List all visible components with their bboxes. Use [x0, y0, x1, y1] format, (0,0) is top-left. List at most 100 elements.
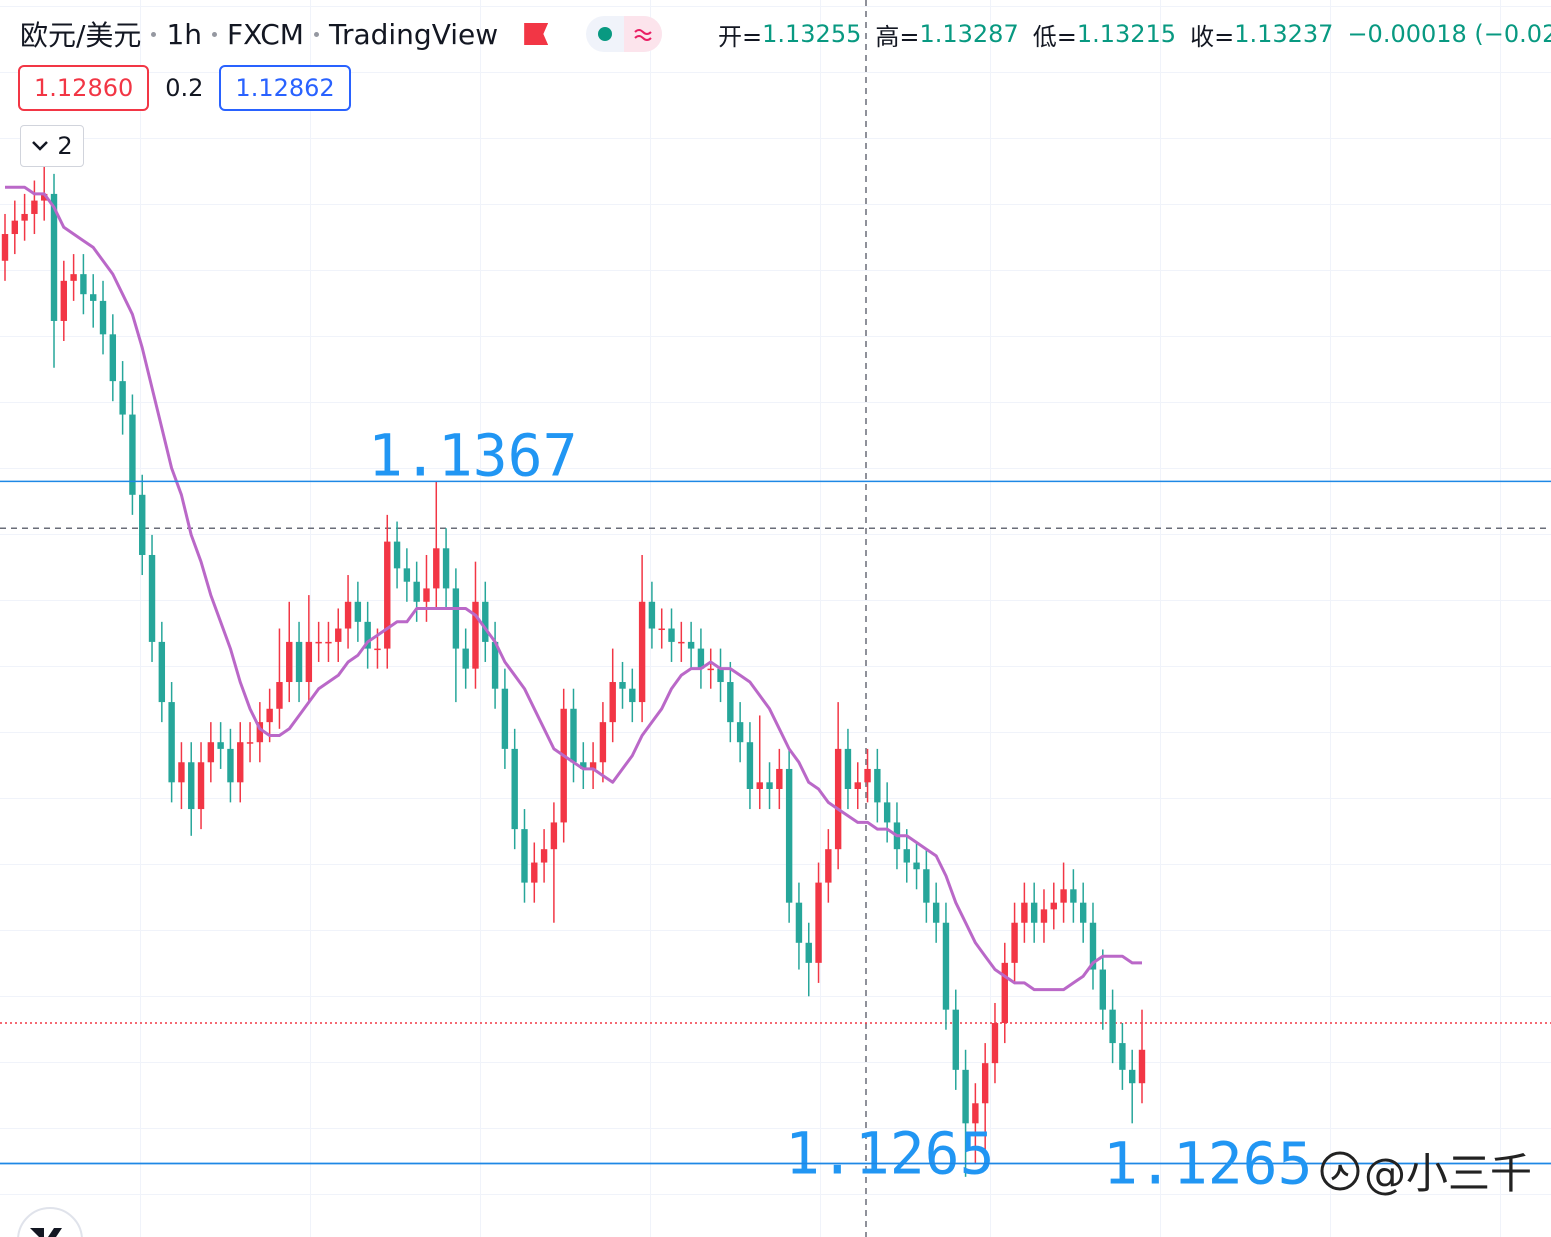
candle-body [31, 200, 38, 214]
candle-body [335, 628, 342, 642]
candle-body [374, 648, 381, 651]
candle-body [531, 862, 538, 883]
interval[interactable]: 1h [166, 17, 202, 51]
candle-body [834, 748, 842, 850]
level-label: 1.1265 [1103, 1129, 1313, 1197]
candle-body [452, 588, 460, 649]
candle-body [854, 782, 861, 790]
candle-body [727, 682, 734, 723]
candle-body [1060, 889, 1067, 903]
candle-body [550, 822, 558, 850]
candle-body [580, 762, 587, 769]
candle-body [276, 682, 283, 709]
candle-body [393, 541, 401, 569]
candle-body [932, 902, 940, 923]
status-pill[interactable] [586, 16, 663, 52]
candle-body [286, 641, 293, 683]
symbol-header: 欧元/美元 1h FXCM TradingView [20, 14, 663, 54]
candle-body [60, 280, 68, 321]
candle-body [217, 742, 224, 749]
candle-body [1, 234, 9, 261]
candle-body [1099, 969, 1106, 1010]
ohlc-label: 收= [1190, 22, 1235, 51]
candle-body [864, 768, 871, 783]
candle-body [560, 708, 567, 823]
candle-body [433, 548, 440, 589]
level-label: 1.1265 [785, 1119, 995, 1187]
candle-body [1040, 909, 1048, 923]
candle-body [364, 621, 371, 649]
ohlc-value: 1.13237 [1234, 20, 1334, 48]
candle-body [384, 541, 391, 649]
candle-body [972, 1103, 979, 1124]
candle-body [178, 762, 185, 783]
source: TradingView [328, 17, 499, 51]
ohlc-label: 开= [718, 22, 763, 51]
indicator-count: 2 [57, 132, 73, 160]
candle-body [815, 882, 822, 963]
candle-body [197, 762, 205, 810]
candle-body [923, 869, 930, 903]
candle-body [717, 668, 724, 683]
candle-body [207, 742, 215, 763]
candle-body [962, 1069, 969, 1124]
candle-body [70, 274, 77, 281]
price-tags: 1.12860 0.2 1.12862 [18, 65, 351, 111]
watermark-text: @小三千 [1364, 1149, 1533, 1198]
separator [151, 31, 157, 37]
candle-body [129, 414, 136, 495]
candle-body [766, 782, 773, 790]
logo-circle [17, 1207, 83, 1237]
candle-body [825, 849, 832, 883]
ask-box[interactable]: 1.12862 [219, 65, 351, 111]
candle-body [1030, 902, 1038, 923]
candle-body [903, 849, 910, 863]
candle-body [678, 641, 685, 644]
watermark: @小三千 [1318, 1140, 1532, 1201]
candle-body [148, 554, 156, 642]
ohlc-value: 1.13255 [762, 20, 862, 48]
candle-body [491, 641, 499, 689]
candle-body [746, 742, 754, 790]
candle-body [697, 648, 705, 669]
candle-body [805, 942, 812, 963]
candle-body [648, 601, 656, 629]
candle-body [168, 702, 175, 783]
candle-body [442, 548, 450, 589]
candle-body [952, 1009, 959, 1070]
candle-body [756, 782, 763, 790]
candle-body [90, 294, 97, 301]
candle-body [295, 641, 303, 683]
candle-body [423, 588, 430, 602]
candle-body [256, 722, 264, 743]
candle-body [913, 862, 920, 870]
candle-body [50, 193, 58, 321]
candle-body [687, 641, 695, 649]
candle-body [472, 601, 479, 669]
bid-box[interactable]: 1.12860 [18, 65, 150, 111]
candle-body [629, 688, 636, 703]
ohlc-label: 高= [875, 22, 920, 51]
candle-body [266, 708, 273, 723]
candle-body [482, 601, 489, 642]
ohlc-legend: 开= 1.13255 高= 1.13287 低= 1.13215 收= 1.13237 −0.0… [718, 14, 1551, 54]
status-dot [586, 16, 624, 52]
candle-body [119, 381, 126, 415]
candle-body [1011, 922, 1018, 963]
candle-body [638, 601, 646, 703]
candle-body [589, 762, 597, 769]
level-label: 1.1367 [368, 421, 578, 489]
candle-body [237, 742, 244, 783]
candle-body [462, 648, 469, 669]
candle-body [511, 748, 518, 830]
candle-body [315, 641, 322, 644]
candle-body [354, 601, 362, 622]
moving-average [5, 185, 1142, 992]
candle-body [1070, 889, 1077, 903]
candle-body [609, 682, 616, 723]
tv-logo [17, 1207, 83, 1237]
candle-body [991, 1023, 999, 1064]
flag-icon[interactable] [524, 23, 549, 45]
indicator-toggle[interactable]: 2 [20, 125, 84, 167]
